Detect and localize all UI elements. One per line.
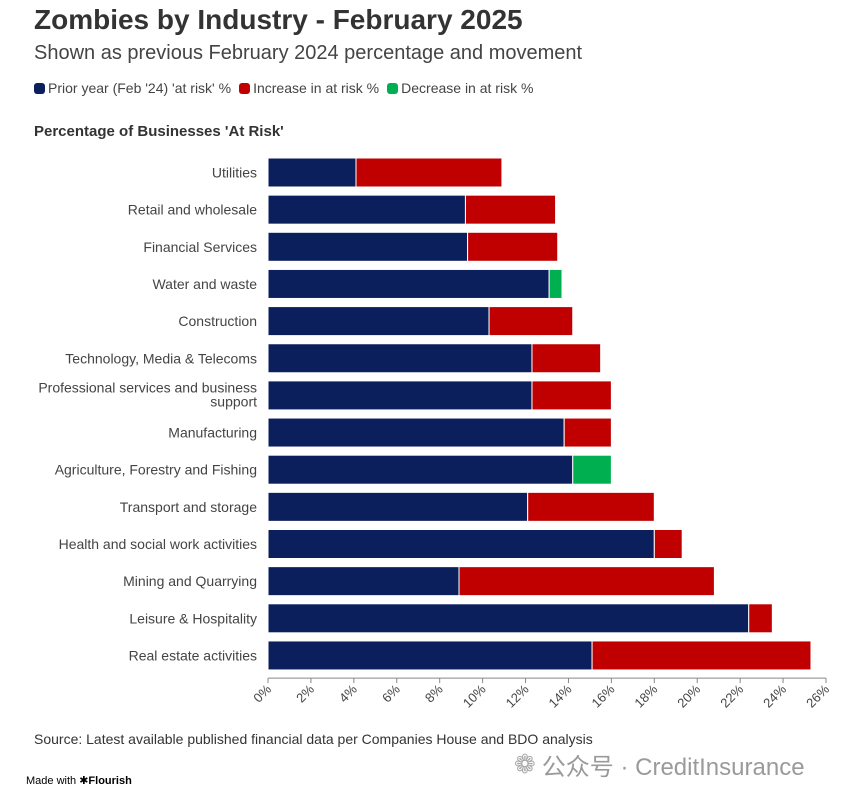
bar-decrease-8 <box>572 454 612 485</box>
bar-group-4: Construction <box>178 306 574 337</box>
flourish-brand: Flourish <box>88 775 132 787</box>
chart-subtitle: Shown as previous February 2024 percenta… <box>34 42 583 64</box>
bar-prior-13 <box>267 640 593 671</box>
x-tick-label-8: 16% <box>588 681 617 710</box>
category-label-10: Health and social work activities <box>59 536 257 552</box>
x-tick-label-13: 26% <box>803 681 832 710</box>
bar-group-7: Manufacturing <box>168 417 612 448</box>
category-label-2: Financial Services <box>143 239 257 255</box>
bar-prior-2 <box>267 231 469 262</box>
bar-decrease-3 <box>548 268 563 299</box>
x-tick-label-1: 2% <box>293 681 317 705</box>
wechat-icon: ❁ <box>514 749 536 779</box>
category-label-5: Technology, Media & Telecoms <box>65 350 257 366</box>
category-label-9: Transport and storage <box>120 499 257 515</box>
legend-swatch-prior <box>34 82 45 94</box>
bar-increase-1 <box>464 194 557 225</box>
bar-group-9: Transport and storage <box>120 491 655 522</box>
chart-title-main: Zombies by Industry - February 2025 <box>34 4 523 35</box>
legend: Prior year (Feb '24) 'at risk' % Increas… <box>34 80 533 96</box>
x-tick-label-4: 8% <box>422 681 446 705</box>
category-label-3: Water and waste <box>152 276 257 292</box>
bar-increase-0 <box>355 157 503 188</box>
bar-group-11: Mining and Quarrying <box>123 566 715 597</box>
bar-group-8: Agriculture, Forestry and Fishing <box>55 454 612 485</box>
legend-swatch-decrease <box>387 82 399 94</box>
bar-increase-10 <box>653 529 683 559</box>
legend-swatch-increase <box>239 82 251 94</box>
bar-increase-4 <box>488 306 574 337</box>
bar-increase-13 <box>591 640 812 671</box>
bar-prior-0 <box>267 157 357 188</box>
bar-increase-5 <box>531 343 602 374</box>
category-label-8: Agriculture, Forestry and Fishing <box>55 462 257 478</box>
bar-prior-9 <box>267 491 529 522</box>
x-tick-label-10: 20% <box>674 681 703 710</box>
category-label-0: Utilities <box>212 165 257 181</box>
x-tick-label-3: 6% <box>379 681 403 705</box>
category-label-11: Mining and Quarrying <box>123 573 257 589</box>
bar-chart: Utilities Retail and wholesale Financial S… <box>38 157 832 711</box>
category-label-12: Leisure & Hospitality <box>129 610 257 626</box>
bar-group-5: Technology, Media & Telecoms <box>65 343 602 374</box>
made-with-credit[interactable]: Made with ✱Flourish <box>26 774 132 787</box>
bar-prior-12 <box>267 603 750 634</box>
legend-item-increase[interactable]: Increase in at risk % <box>239 80 379 96</box>
x-tick-label-6: 12% <box>503 681 532 710</box>
bar-increase-6 <box>531 380 612 411</box>
bar-group-10: Health and social work activities <box>59 529 683 559</box>
watermark: ❁ 公众号 · CreditInsurance <box>514 747 805 782</box>
legend-item-prior[interactable]: Prior year (Feb '24) 'at risk' % <box>34 80 231 96</box>
axis-group-title: Percentage of Businesses 'At Risk' <box>34 123 284 140</box>
category-label-1: Retail and wholesale <box>128 202 257 218</box>
bar-group-6: Professional services and business suppor… <box>38 379 612 411</box>
category-label-4: Construction <box>178 313 257 329</box>
bar-increase-9 <box>527 491 655 522</box>
category-label-6: Professional services and business suppor… <box>38 379 257 409</box>
category-label-13: Real estate activities <box>129 647 257 663</box>
bar-increase-12 <box>748 603 773 634</box>
bar-group-2: Financial Services <box>143 231 559 262</box>
legend-label-prior: Prior year (Feb '24) 'at risk' % <box>48 80 232 96</box>
bar-prior-10 <box>267 529 655 559</box>
x-tick-label-0: 0% <box>250 681 274 705</box>
bar-prior-3 <box>267 268 550 299</box>
legend-item-decrease[interactable]: Decrease in at risk % <box>387 80 533 96</box>
legend-label-decrease: Decrease in at risk % <box>401 80 534 96</box>
bar-increase-7 <box>563 417 612 448</box>
x-tick-label-12: 24% <box>760 681 789 710</box>
source-note: Source: Latest available published finan… <box>34 731 593 747</box>
x-tick-label-7: 14% <box>546 681 575 710</box>
legend-label-increase: Increase in at risk % <box>253 80 380 96</box>
bar-group-0: Utilities <box>212 157 503 188</box>
watermark-text: 公众号 · CreditInsurance <box>541 754 805 781</box>
bar-prior-11 <box>267 566 460 597</box>
bar-prior-1 <box>267 194 466 225</box>
x-tick-label-2: 4% <box>336 681 360 705</box>
x-tick-label-5: 10% <box>460 681 489 710</box>
bar-prior-6 <box>267 380 533 411</box>
x-tick-label-9: 18% <box>631 681 660 710</box>
category-label-7: Manufacturing <box>168 425 257 441</box>
bar-group-12: Leisure & Hospitality <box>129 603 773 634</box>
bar-prior-8 <box>267 454 574 485</box>
bar-prior-4 <box>267 306 490 337</box>
bar-group-1: Retail and wholesale <box>128 194 557 225</box>
flourish-icon: ✱ <box>79 775 89 787</box>
bar-increase-2 <box>467 231 559 262</box>
bar-group-13: Real estate activities <box>129 640 812 671</box>
bar-prior-5 <box>267 343 533 374</box>
bar-increase-11 <box>458 566 715 597</box>
x-tick-label-11: 22% <box>717 681 746 710</box>
bar-prior-7 <box>267 417 565 448</box>
made-with-text: Made with <box>26 775 77 787</box>
bar-group-3: Water and waste <box>152 268 563 299</box>
